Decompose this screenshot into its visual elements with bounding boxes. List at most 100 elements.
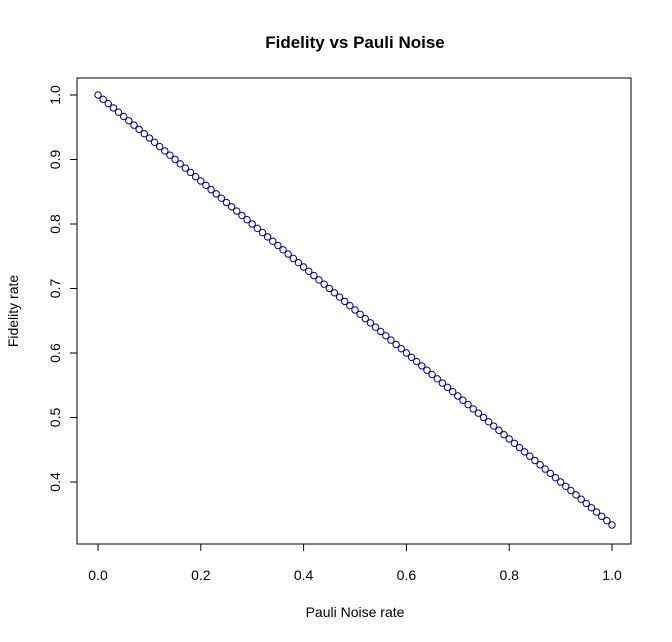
data-point: [351, 306, 359, 314]
data-point: [582, 499, 590, 508]
data-point: [212, 190, 220, 198]
y-tick-label: 0.4: [47, 472, 63, 492]
data-point: [536, 461, 544, 469]
data-point: [556, 478, 565, 486]
data-point: [464, 400, 472, 409]
data-point: [361, 314, 369, 323]
data-point: [294, 258, 303, 267]
data-point: [181, 164, 190, 172]
data-point: [366, 319, 375, 327]
data-point: [341, 297, 349, 306]
chart-title: Fidelity vs Pauli Noise: [265, 33, 445, 52]
data-point: [479, 413, 488, 422]
y-tick-label: 1.0: [47, 85, 63, 105]
data-point: [263, 233, 272, 241]
data-point: [109, 104, 118, 112]
data-point: [397, 344, 405, 353]
data-point: [515, 443, 524, 452]
data-point: [248, 220, 256, 228]
data-point: [377, 327, 385, 336]
data-point: [567, 486, 575, 495]
y-tick-label: 0.7: [47, 279, 63, 299]
y-tick-label: 0.9: [47, 150, 63, 170]
data-point: [443, 383, 452, 392]
data-point: [598, 512, 606, 521]
data-point: [546, 469, 555, 478]
data-point: [392, 340, 400, 349]
data-point: [145, 134, 154, 142]
data-point: [238, 211, 246, 220]
data-point: [315, 276, 323, 284]
data-point: [603, 516, 611, 525]
data-point: [520, 448, 529, 456]
data-point: [587, 504, 596, 512]
x-tick-label: 0.2: [191, 567, 211, 583]
data-point: [289, 254, 298, 263]
data-point: [233, 207, 241, 215]
data-point: [217, 194, 226, 202]
y-axis: 0.4 0.5 0.6 0.7 0.8 0.9 1.0: [47, 85, 78, 492]
y-tick-label: 0.5: [47, 408, 63, 428]
data-point: [299, 263, 308, 271]
data-point: [202, 181, 210, 190]
x-tick-label: 1.0: [602, 567, 622, 583]
data-point: [207, 185, 215, 194]
data-point: [171, 155, 179, 164]
data-point: [330, 289, 339, 297]
data-point: [104, 99, 112, 108]
data-point: [274, 241, 282, 250]
data-point: [356, 310, 364, 318]
data-point: [99, 95, 107, 104]
data-point: [412, 357, 421, 366]
data-point: [433, 375, 441, 383]
data-point: [140, 130, 148, 138]
y-axis-label: Fidelity rate: [5, 275, 21, 348]
data-point: [474, 409, 483, 417]
data-point: [608, 521, 616, 529]
x-tick-label: 0.6: [397, 567, 417, 583]
data-point: [490, 422, 498, 430]
data-point: [454, 392, 462, 400]
data-point: [222, 198, 231, 207]
data-point: [402, 349, 411, 357]
data-point: [500, 431, 508, 439]
data-point: [551, 473, 560, 482]
data-point: [166, 151, 174, 159]
data-point: [176, 160, 184, 168]
x-axis-label: Pauli Noise rate: [306, 604, 405, 620]
data-point: [191, 173, 200, 181]
data-point: [150, 138, 159, 146]
data-point: [526, 452, 534, 460]
data-point: [320, 280, 328, 288]
x-tick-label: 0.8: [499, 567, 519, 583]
data-point: [186, 168, 195, 177]
data-point: [448, 387, 457, 396]
data-point: [469, 405, 477, 413]
data-point: [346, 302, 354, 310]
data-point: [325, 284, 333, 293]
data-point: [505, 435, 513, 443]
data-point: [335, 293, 344, 301]
data-point: [227, 203, 236, 211]
data-point: [592, 508, 601, 516]
data-point: [155, 142, 164, 151]
data-point: [484, 418, 493, 426]
y-tick-label: 0.6: [47, 343, 63, 363]
data-point: [577, 495, 585, 503]
data-point: [94, 91, 102, 99]
data-point: [572, 491, 580, 499]
x-tick-label: 0.0: [88, 567, 108, 583]
x-tick-label: 0.4: [294, 567, 314, 583]
data-point: [438, 379, 447, 387]
data-point: [541, 465, 549, 473]
data-point: [305, 267, 313, 275]
data-point: [428, 370, 436, 379]
data-point: [130, 121, 138, 129]
data-point: [407, 353, 416, 362]
data-point: [135, 125, 143, 134]
data-point: [382, 332, 390, 340]
data-point: [161, 147, 169, 155]
y-tick-label: 0.8: [47, 214, 63, 234]
data-point: [243, 215, 251, 224]
